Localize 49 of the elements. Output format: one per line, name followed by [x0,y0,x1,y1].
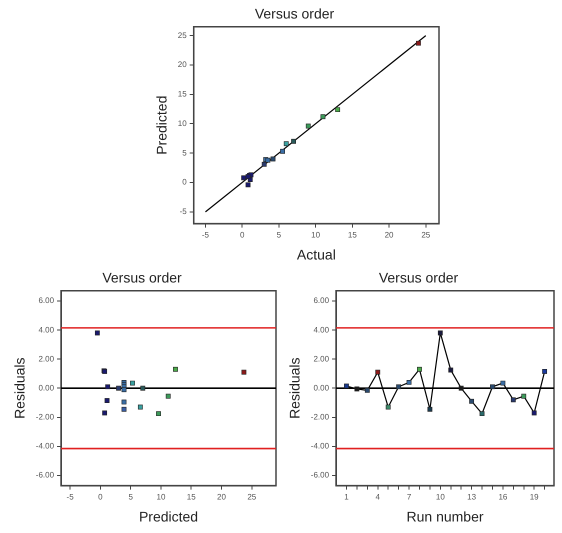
x-axis-title: Actual [296,246,336,262]
x-tick-label: 25 [247,492,257,502]
y-axis-title: Residuals [286,357,302,419]
y-tick-label: -2.00 [310,412,330,422]
x-tick-label: 0 [98,492,104,502]
y-tick-label: 0.00 [313,383,330,392]
chart-title: Versus order [378,269,459,286]
x-tick-label: 7 [406,492,412,502]
x-tick-label: 13 [467,492,477,502]
x-tick-label: -5 [202,230,210,240]
y-tick-label: 0.00 [38,383,55,392]
y-tick-label: -6.00 [310,470,330,480]
y-axis-title: Residuals [11,357,28,419]
y-tick-label: 6.00 [313,296,330,306]
chart-title: Versus order [102,269,182,286]
y-tick-label: -5 [180,207,188,216]
x-tick-label: -5 [66,492,74,502]
x-tick-label: 19 [530,492,540,502]
x-tick-label: 25 [421,230,431,240]
x-tick-label: 4 [376,492,381,502]
y-tick-label: -4.00 [36,442,55,451]
y-tick-label: 0 [182,178,188,187]
y-tick-label: 4.00 [313,325,330,334]
x-tick-label: 20 [217,492,226,502]
y-tick-label: 20 [178,60,188,70]
x-tick-label: 20 [384,230,394,240]
x-tick-label: 0 [240,230,245,240]
y-tick-label: -4.00 [310,442,330,451]
y-tick-label: -2.00 [36,412,55,422]
x-tick-label: 5 [128,492,134,502]
y-tick-label: 15 [178,90,188,99]
y-tick-label: 10 [178,118,188,128]
y-axis-title: Predicted [153,96,170,155]
y-tick-label: -6.00 [36,470,55,480]
chart-title: Versus order [254,5,335,22]
x-tick-label: 10 [436,492,446,502]
x-axis-title: Run number [406,508,484,524]
y-tick-label: 2.00 [38,354,55,364]
x-tick-label: 16 [498,492,508,502]
y-tick-label: 25 [178,30,188,40]
x-tick-label: 15 [348,230,358,240]
x-axis-title: Predicted [138,508,198,524]
y-tick-label: 2.00 [313,354,330,364]
y-tick-label: 4.00 [38,325,55,334]
y-tick-label: 5 [182,148,188,158]
x-tick-label: 10 [156,492,166,502]
x-tick-label: 5 [276,230,282,240]
y-tick-label: 6.00 [38,296,55,306]
x-tick-label: 1 [344,492,350,502]
